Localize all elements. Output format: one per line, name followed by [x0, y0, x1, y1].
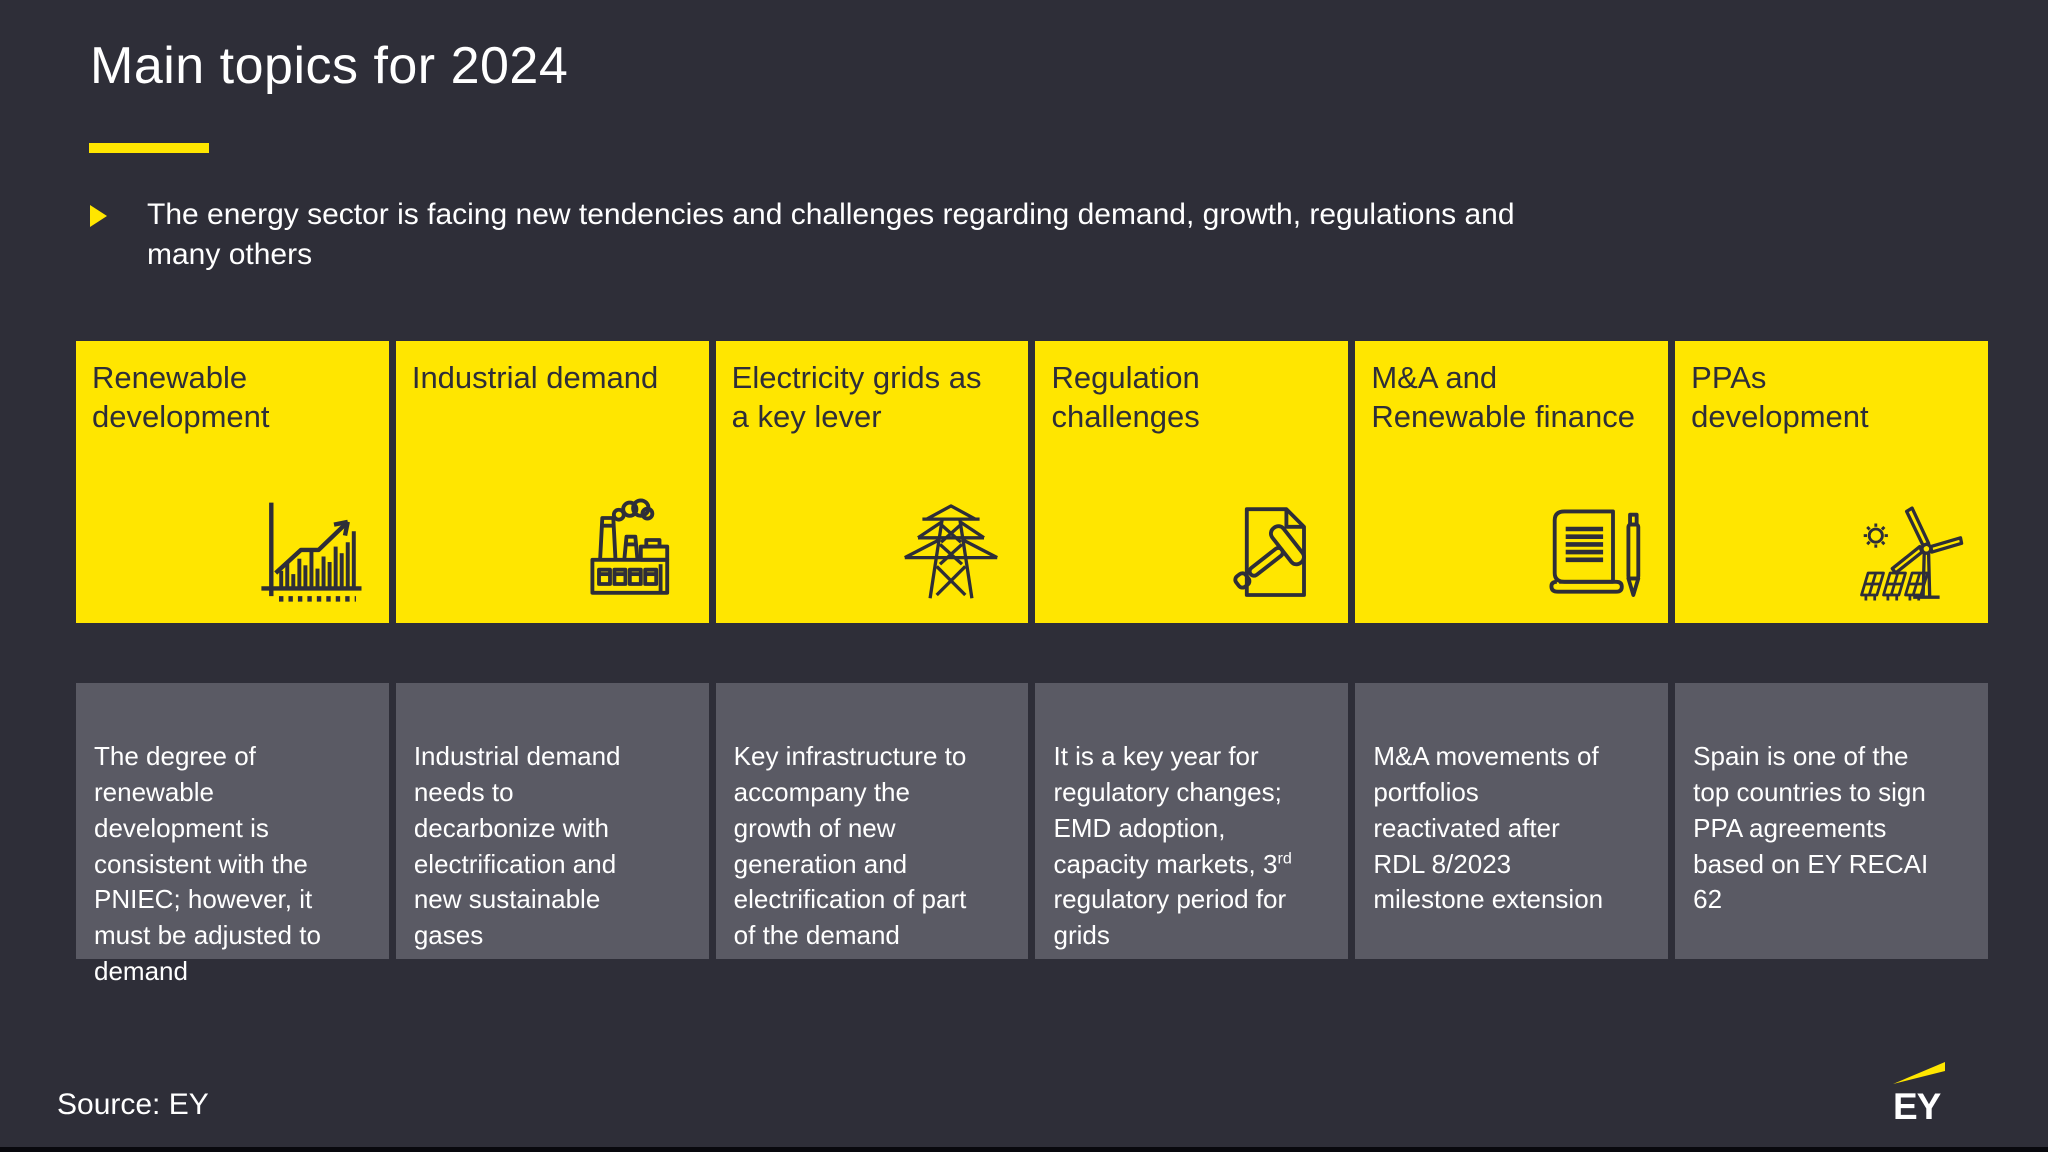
source-label: Source: EY: [57, 1088, 209, 1121]
solar-wind-icon: [1860, 506, 1964, 601]
title-underline-accent: [89, 143, 209, 153]
notebook-pen-icon: [1549, 509, 1641, 597]
topic-card-renewable-development: Renewable development: [76, 341, 389, 623]
topic-title: Renewable development: [92, 360, 270, 435]
ey-logo: EY: [1893, 1060, 1963, 1125]
topic-card-ppas-development: PPAs development: [1675, 341, 1988, 623]
growth-chart-icon: [261, 502, 362, 602]
topic-title: Electricity grids as a key lever: [731, 360, 982, 435]
ey-logo-beam-icon: [1893, 1062, 1945, 1084]
topic-cards-row: Renewable development: [76, 341, 1988, 623]
bottom-strip: [0, 1147, 2048, 1152]
power-tower-icon: [904, 504, 999, 599]
bullet-text: The energy sector is facing new tendenci…: [147, 198, 1515, 271]
topic-description-ppas: Spain is one of the top countries to sig…: [1675, 683, 1988, 959]
factory-icon: [590, 498, 669, 595]
topic-title: M&A and Renewable finance: [1371, 360, 1635, 435]
ey-logo-text: EY: [1893, 1086, 1941, 1127]
description-text: The degree of renewable development is c…: [94, 740, 321, 987]
description-text: Key infrastructure to accompany the grow…: [733, 740, 967, 951]
description-text-pre: It is a key year for regulatory changes;…: [1053, 740, 1282, 879]
description-text: Industrial demand needs to decarbonize w…: [413, 740, 621, 951]
topic-card-industrial-demand: Industrial demand: [395, 341, 709, 623]
topic-description-renewable: The degree of renewable development is c…: [76, 683, 389, 986]
description-text: Spain is one of the top countries to sig…: [1693, 740, 1929, 915]
description-text: M&A movements of portfolios reactivated …: [1373, 740, 1604, 915]
topic-description-ma-finance: M&A movements of portfolios reactivated …: [1355, 683, 1669, 959]
gavel-document-icon: [1233, 507, 1307, 597]
page-title: Main topics for 2024: [90, 37, 569, 95]
topic-description-regulation: It is a key year for regulatory changes;…: [1035, 683, 1349, 959]
topic-descriptions-row: The degree of renewable development is c…: [76, 683, 1988, 986]
topic-card-electricity-grids: Electricity grids as a key lever: [715, 341, 1029, 623]
topic-title: Regulation challenges: [1051, 360, 1200, 435]
topic-card-ma-renewable-finance: M&A and Renewable finance: [1355, 341, 1669, 623]
topic-description-grids: Key infrastructure to accompany the grow…: [715, 683, 1029, 959]
bullet-row: The energy sector is facing new tendenci…: [90, 195, 1515, 275]
topic-title: Industrial demand: [411, 360, 659, 395]
description-superscript: rd: [1277, 848, 1292, 867]
bullet-triangle-icon: [90, 205, 107, 227]
description-text-post: regulatory period for grids: [1053, 884, 1287, 951]
topic-card-regulation-challenges: Regulation challenges: [1035, 341, 1349, 623]
topic-description-industrial: Industrial demand needs to decarbonize w…: [395, 683, 709, 959]
topic-title: PPAs development: [1691, 360, 1869, 435]
